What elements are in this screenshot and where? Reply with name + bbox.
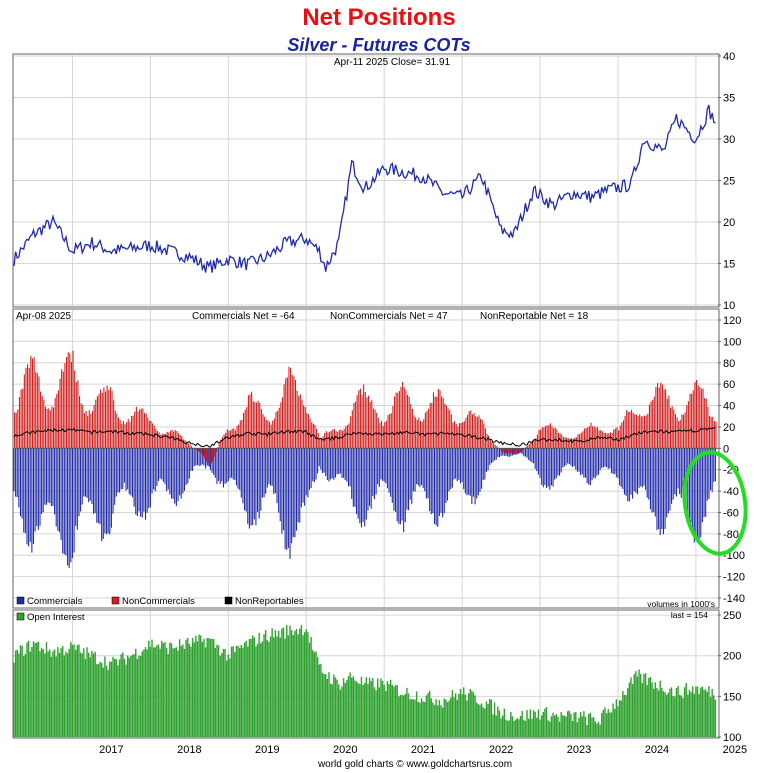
net-position-bars: [13, 350, 718, 569]
legend-label-nonreportables: NonReportables: [235, 596, 304, 607]
x-tick-label: 2020: [333, 744, 357, 756]
x-tick-label: 2025: [723, 744, 747, 756]
net-legend: Commercials NonCommercials NonReportable…: [16, 596, 304, 607]
net-y-tick-label: 80: [723, 358, 735, 370]
open-interest-last: last = 154: [671, 610, 708, 620]
chart-subtitle: Silver - Futures COTs: [287, 35, 471, 55]
price-y-tick-label: 20: [723, 217, 735, 229]
x-tick-label: 2024: [645, 744, 669, 756]
price-y-tick-label: 25: [723, 176, 735, 188]
net-y-tick-label: -140: [723, 593, 745, 605]
x-tick-label: 2023: [567, 744, 591, 756]
net-y-tick-label: 60: [723, 379, 735, 391]
price-y-tick-label: 10: [723, 300, 735, 312]
open-interest-y-tick-label: 150: [723, 691, 741, 703]
price-y-tick-label: 40: [723, 51, 735, 63]
legend-label-noncommercials: NonCommercials: [122, 596, 195, 607]
open-interest-panel-frame: [12, 609, 720, 739]
legend-swatch-open-interest: [16, 612, 25, 621]
chart-title: Net Positions: [302, 4, 456, 31]
net-y-tick-label: -120: [723, 572, 745, 584]
price-line: [13, 104, 716, 273]
legend-swatch-nonreportables: [224, 596, 233, 605]
price-line-group: [13, 104, 716, 273]
legend-label-open-interest: Open Interest: [27, 612, 85, 623]
net-y-tick-label: -40: [723, 486, 739, 498]
highlight-ellipse: [682, 450, 748, 556]
legend-swatch-noncommercials: [111, 596, 120, 605]
price-y-tick-label: 35: [723, 93, 735, 105]
open-interest-bars: [13, 625, 717, 737]
net-date-label: Apr-08 2025: [16, 311, 71, 322]
net-y-tick-label: 0: [723, 443, 729, 455]
x-tick-label: 2019: [255, 744, 279, 756]
x-tick-label: 2018: [177, 744, 201, 756]
footer-credit: world gold charts © www.goldchartsrus.co…: [317, 759, 512, 770]
time-x-axis: 2017 2018 2019 2020 2021 2022 2023 2024 2025: [99, 744, 747, 756]
commercials-net-stat: Commercials Net = -64: [192, 311, 295, 322]
open-interest-y-tick-label: 100: [723, 732, 741, 744]
net-y-tick-label: 40: [723, 401, 735, 413]
open-interest-y-tick-label: 200: [723, 651, 741, 663]
legend-label-commercials: Commercials: [27, 596, 83, 607]
nonreportables-line: [13, 427, 716, 448]
x-tick-label: 2021: [411, 744, 435, 756]
price-header: Apr-11 2025 Close= 31.91: [334, 57, 451, 68]
net-y-tick-label: 20: [723, 422, 735, 434]
net-y-tick-label: -80: [723, 529, 739, 541]
net-y-tick-label: 100: [723, 336, 741, 348]
legend-swatch-commercials: [16, 596, 25, 605]
nonreportables-line-group: [13, 427, 716, 448]
price-y-axis: 10 15 20 25 30 35 40: [718, 51, 735, 312]
volume-unit-note: volumes in 1000's: [647, 599, 715, 609]
net-y-tick-label: -60: [723, 507, 739, 519]
price-grid: [13, 55, 719, 306]
open-interest-y-axis: 100 150 200 250: [718, 610, 741, 744]
nonreportable-net-stat: NonReportable Net = 18: [480, 311, 589, 322]
price-y-tick-label: 30: [723, 134, 735, 146]
open-interest-y-tick-label: 250: [723, 610, 741, 622]
net-panel-frame: [12, 308, 720, 609]
price-y-tick-label: 15: [723, 259, 735, 271]
x-tick-label: 2017: [99, 744, 123, 756]
noncommercials-net-stat: NonCommercials Net = 47: [330, 311, 448, 322]
x-tick-label: 2022: [489, 744, 513, 756]
net-y-tick-label: 120: [723, 315, 741, 327]
